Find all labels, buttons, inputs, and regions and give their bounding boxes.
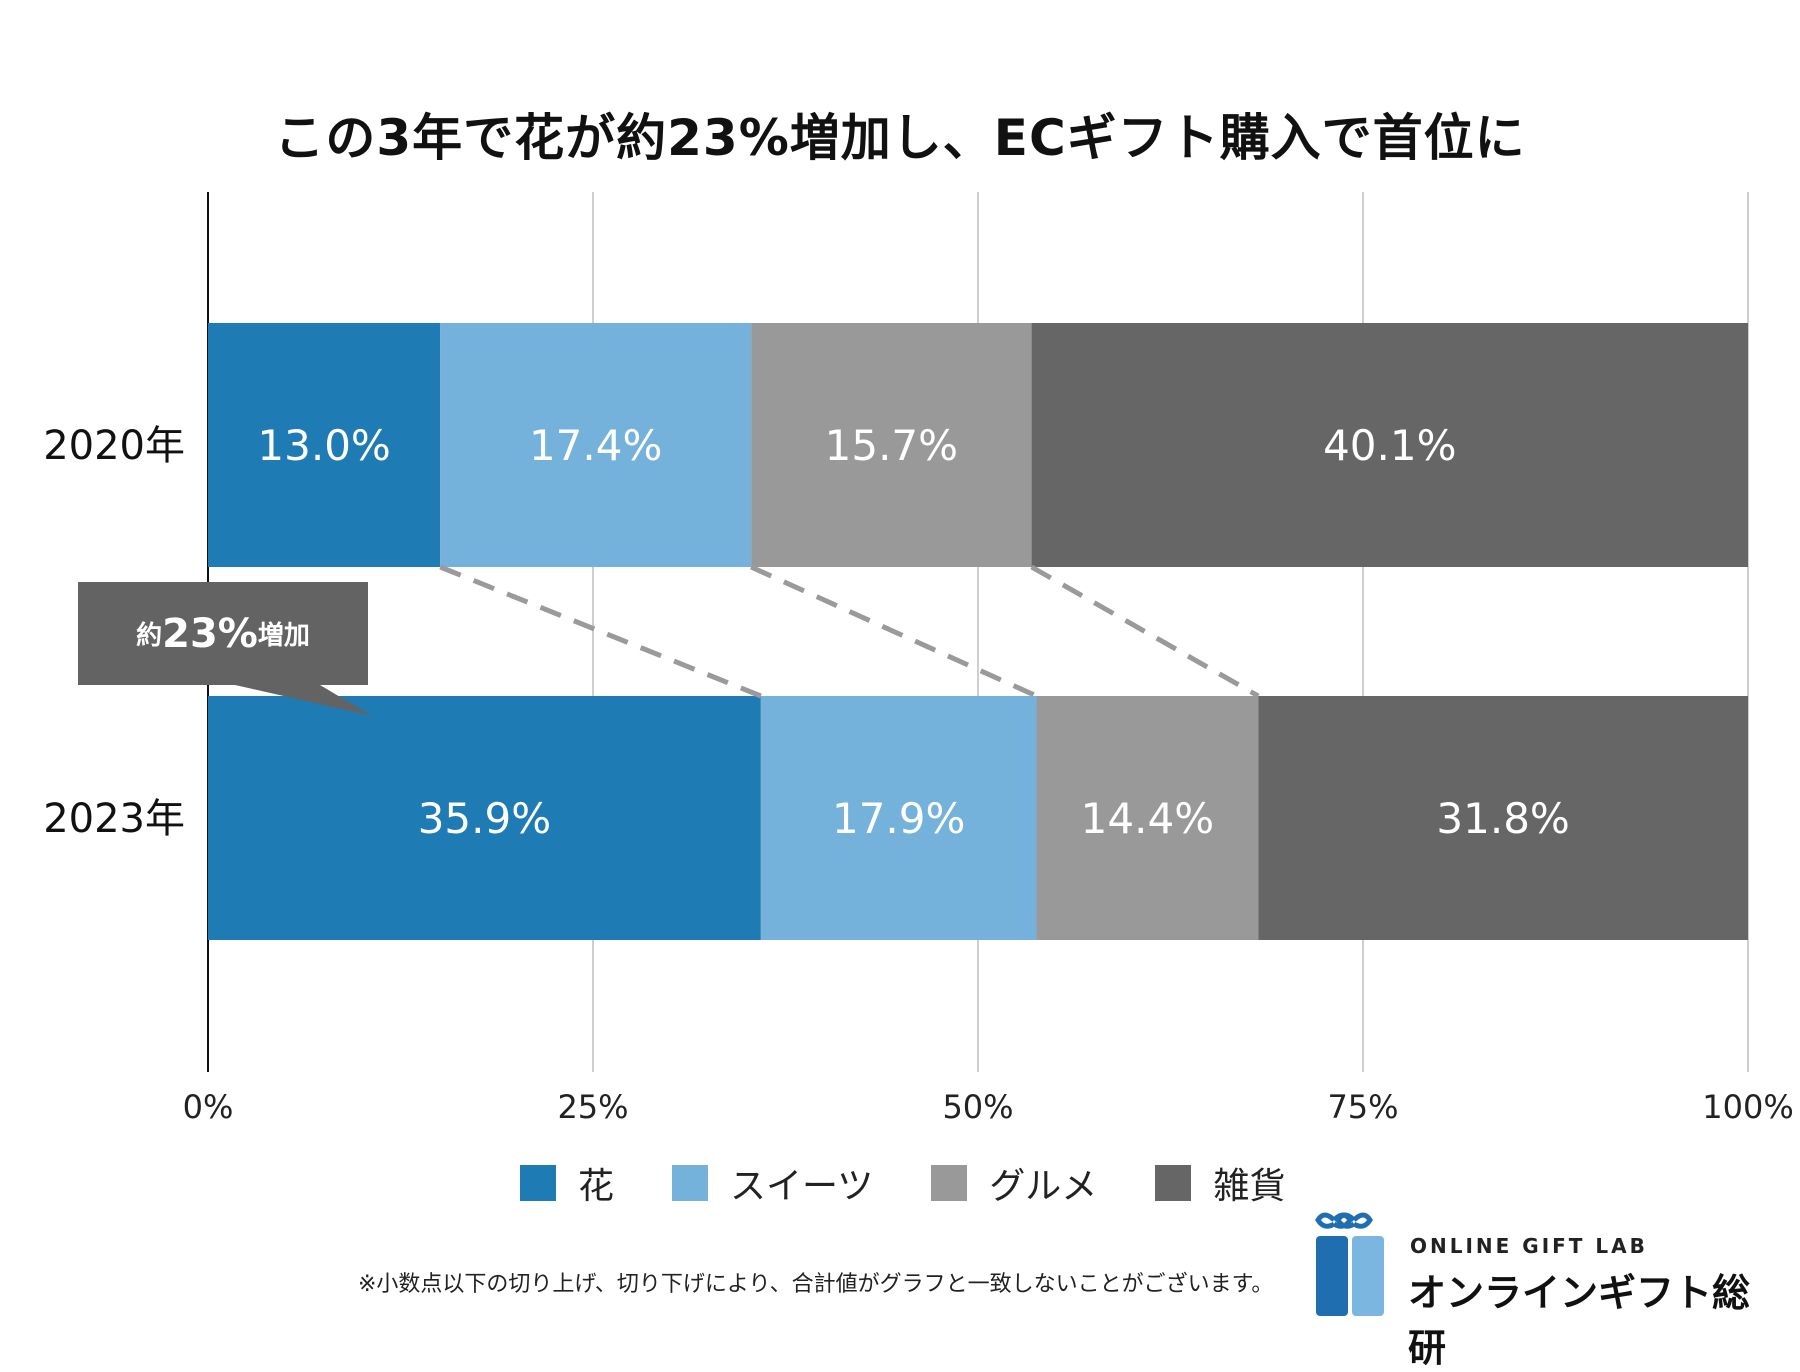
legend-swatch-gourmet: [931, 1165, 968, 1201]
x-tick-label: 0%: [183, 1088, 234, 1126]
x-tick-label: 25%: [557, 1088, 628, 1126]
legend-label-goods: 雑貨: [1213, 1166, 1286, 1207]
gift-box-icon: [1315, 1212, 1384, 1316]
bar-value-label: 13.0%: [257, 421, 390, 470]
logo-text-en: ONLINE GIFT LAB: [1410, 1234, 1648, 1258]
legend-item-sweets: スイーツ: [672, 1157, 873, 1209]
legend-item-flowers: 花: [520, 1157, 614, 1209]
bar-value-label: 31.8%: [1436, 794, 1569, 843]
footnote: ※小数点以下の切り上げ、切り下げにより、合計値がグラフと一致しないことがございま…: [358, 1272, 1274, 1297]
legend-label-sweets: スイーツ: [730, 1166, 874, 1207]
logo-text-ja: オンラインギフト総研: [1408, 1271, 1751, 1370]
bar-value-label: 15.7%: [825, 421, 958, 470]
callout-value: 23%: [162, 610, 258, 657]
connector-line: [1030, 564, 1260, 699]
bar-value-label: 17.4%: [529, 421, 662, 470]
bar-value-label: 14.4%: [1081, 794, 1214, 843]
chart-title: この3年で花が約23%増加し、ECギフト購入で首位に: [274, 109, 1526, 167]
legend-swatch-flowers: [520, 1165, 556, 1201]
x-tick-label: 50%: [942, 1088, 1013, 1126]
category-label: 2020年: [43, 423, 185, 469]
connector-line: [750, 564, 1038, 699]
x-tick-label: 100%: [1702, 1088, 1793, 1126]
x-tick-label: 75%: [1327, 1088, 1398, 1126]
bar-segment: [1031, 323, 1748, 567]
connector-line: [439, 564, 762, 699]
bar-segment: [208, 696, 761, 940]
callout-pointer: [235, 685, 372, 716]
legend-swatch-goods: [1155, 1165, 1192, 1201]
increase-callout: 約 23% 増加: [78, 582, 368, 685]
callout-suffix: 増加: [257, 621, 310, 651]
chart-legend: 花 スイーツ グルメ 雑貨: [520, 1157, 1343, 1209]
bar-segment: [1036, 696, 1259, 940]
bar-segment: [1258, 696, 1748, 940]
bar-segment: [760, 696, 1037, 940]
bar-segment: [440, 323, 752, 567]
bar-value-label: 40.1%: [1323, 421, 1456, 470]
legend-label-gourmet: グルメ: [989, 1166, 1098, 1207]
bar-segment: [751, 323, 1032, 567]
category-label: 2023年: [43, 796, 185, 842]
bar-value-label: 35.9%: [418, 794, 551, 843]
bar-value-label: 17.9%: [832, 794, 965, 843]
legend-item-goods: 雑貨: [1155, 1157, 1285, 1209]
legend-label-flowers: 花: [578, 1166, 615, 1207]
legend-swatch-sweets: [672, 1165, 709, 1201]
legend-item-gourmet: グルメ: [931, 1157, 1097, 1209]
callout-prefix: 約: [136, 621, 163, 651]
brand-logo: ONLINE GIFT LAB オンラインギフト総研: [1310, 1208, 1780, 1370]
bar-segment: [208, 323, 441, 567]
